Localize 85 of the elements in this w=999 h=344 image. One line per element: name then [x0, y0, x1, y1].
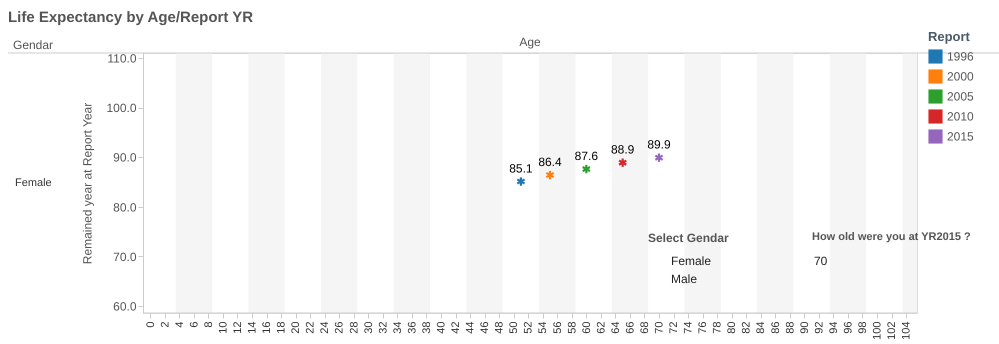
y-tick-label: 100.0 — [106, 101, 137, 116]
x-tick-label: 70 — [654, 322, 666, 334]
legend-title: Report — [928, 29, 971, 44]
legend-label: 1996 — [947, 50, 974, 64]
y-tick-label: 110.0 — [107, 51, 137, 66]
legend-label: 2005 — [947, 90, 974, 104]
x-axis-title: Age — [519, 35, 541, 49]
x-tick-label: 96 — [842, 322, 854, 334]
x-tick-label: 36 — [406, 322, 418, 334]
x-tick-label: 86 — [770, 322, 782, 334]
y-axis-title: Remained year at Report Year — [80, 102, 94, 264]
x-tick-label: 18 — [276, 322, 288, 334]
x-tick-label: 20 — [290, 322, 302, 334]
y-tick-label: 90.0 — [113, 150, 137, 165]
x-tick-label: 94 — [828, 322, 840, 334]
data-label: 88.9 — [610, 142, 635, 157]
x-tick-label: 6 — [188, 322, 200, 328]
text: Female — [15, 177, 52, 189]
x-tick-label: 12 — [232, 322, 244, 334]
chart-title: Life Expectancy by Age/Report YR — [8, 9, 254, 26]
x-tick-label: 78 — [712, 322, 724, 334]
point — [654, 152, 664, 163]
annotation: 70 — [814, 254, 828, 268]
annotation: How old were you at YR2015 ? — [812, 231, 972, 243]
x-tick-label: 90 — [798, 322, 811, 334]
x-tick-label: 26 — [334, 322, 346, 334]
x-tick-label: 58 — [566, 322, 578, 334]
x-tick-label: 56 — [552, 322, 564, 334]
x-tick-label: 40 — [435, 322, 448, 334]
point — [582, 164, 592, 174]
x-tick-label: 60 — [580, 322, 593, 334]
x-tick-label: 24 — [319, 322, 332, 334]
x-tick-label: 30 — [362, 322, 375, 334]
x-tick-label: 80 — [726, 322, 738, 334]
point — [516, 176, 526, 187]
legend-label: 2000 — [947, 70, 974, 84]
x-tick-label: 48 — [494, 322, 506, 334]
x-tick-label: 34 — [392, 322, 404, 334]
x-tick-label: 104 — [900, 322, 913, 340]
x-tick-label: 98 — [856, 322, 869, 334]
x-tick-label: 44 — [464, 322, 477, 334]
x-tick-label: 88 — [784, 322, 796, 334]
x-tick-label: 92 — [813, 322, 826, 334]
x-tick-label: 50 — [508, 322, 520, 334]
y-tick-label: 80.0 — [113, 200, 137, 214]
x-tick-label: 66 — [624, 322, 636, 334]
y-tick-label: 60.0 — [113, 300, 137, 314]
x-tick-label: 32 — [377, 322, 390, 334]
data-label: 89.9 — [647, 138, 671, 152]
x-tick-label: 0 — [144, 322, 157, 328]
x-tick-label: 68 — [638, 322, 651, 334]
x-tick-label: 28 — [348, 322, 360, 334]
x-tick-label: 8 — [202, 322, 215, 328]
x-tick-label: 62 — [595, 322, 608, 334]
y-tick-label: 70.0 — [113, 250, 137, 264]
legend-label: 2010 — [947, 110, 974, 124]
x-tick-label: 4 — [174, 322, 186, 328]
x-tick-label: 72 — [668, 322, 680, 334]
x-tick-label: 38 — [420, 322, 433, 334]
x-tick-label: 54 — [537, 322, 550, 334]
annotation: Female — [671, 254, 712, 268]
text: Gendar — [13, 38, 54, 52]
x-tick-label: 102 — [886, 322, 898, 340]
x-tick-label: 16 — [261, 322, 274, 334]
data-label: 85.1 — [509, 162, 533, 176]
point — [618, 157, 628, 168]
x-tick-label: 84 — [755, 322, 768, 334]
x-tick-label: 42 — [450, 322, 462, 334]
x-tick-label: 52 — [522, 322, 535, 334]
x-tick-label: 76 — [697, 322, 710, 334]
data-label: 86.4 — [538, 155, 562, 170]
data-label: 87.6 — [574, 149, 598, 164]
x-tick-label: 14 — [246, 322, 259, 334]
x-tick-label: 64 — [610, 322, 622, 334]
annotation: Select Gendar — [648, 231, 730, 245]
x-tick-label: 22 — [304, 322, 317, 334]
x-tick-label: 46 — [479, 322, 492, 334]
x-tick-label: 82 — [740, 322, 753, 334]
annotation: Male — [671, 272, 698, 286]
x-tick-label: 10 — [217, 322, 230, 334]
point — [545, 170, 555, 180]
x-tick-label: 74 — [682, 322, 695, 334]
x-tick-label: 2 — [159, 322, 172, 328]
x-tick-label: 100 — [872, 322, 884, 340]
legend-label: 2015 — [947, 130, 974, 144]
